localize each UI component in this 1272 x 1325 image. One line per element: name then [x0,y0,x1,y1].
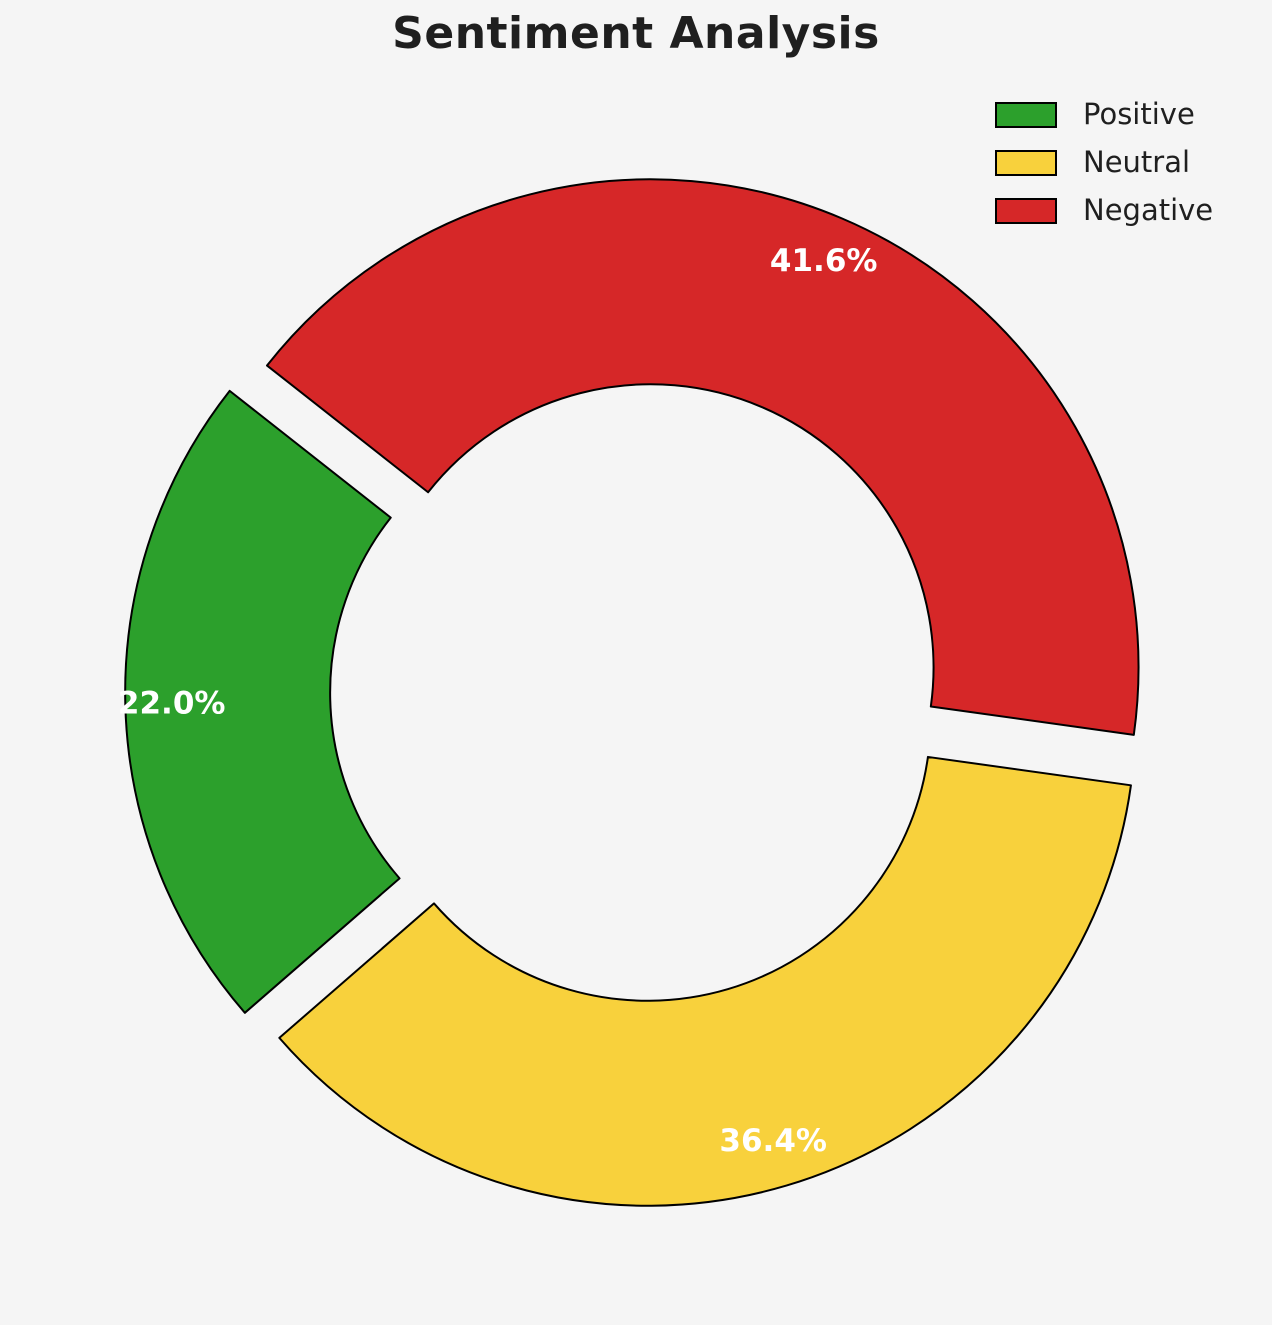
legend-swatch-negative [995,197,1057,224]
legend-label: Negative [1083,193,1214,227]
legend-label: Neutral [1083,145,1191,179]
pie-slice-neutral [278,755,1132,1207]
slice-percent-label-positive: 22.0% [118,685,226,721]
legend-item-neutral: Neutral [995,148,1213,177]
pie-slice-positive [124,389,401,1014]
chart-title: Sentiment Analysis [392,8,880,59]
pie-slice-negative [266,178,1140,736]
legend-item-negative: Negative [995,196,1213,225]
legend-swatch-neutral [995,149,1057,176]
slice-percent-label-neutral: 36.4% [719,1123,827,1159]
legend-swatch-positive [995,101,1057,128]
chart-legend: Positive Neutral Negative [995,100,1213,225]
legend-item-positive: Positive [995,100,1213,129]
slice-percent-label-negative: 41.6% [770,243,878,279]
legend-label: Positive [1083,97,1195,131]
